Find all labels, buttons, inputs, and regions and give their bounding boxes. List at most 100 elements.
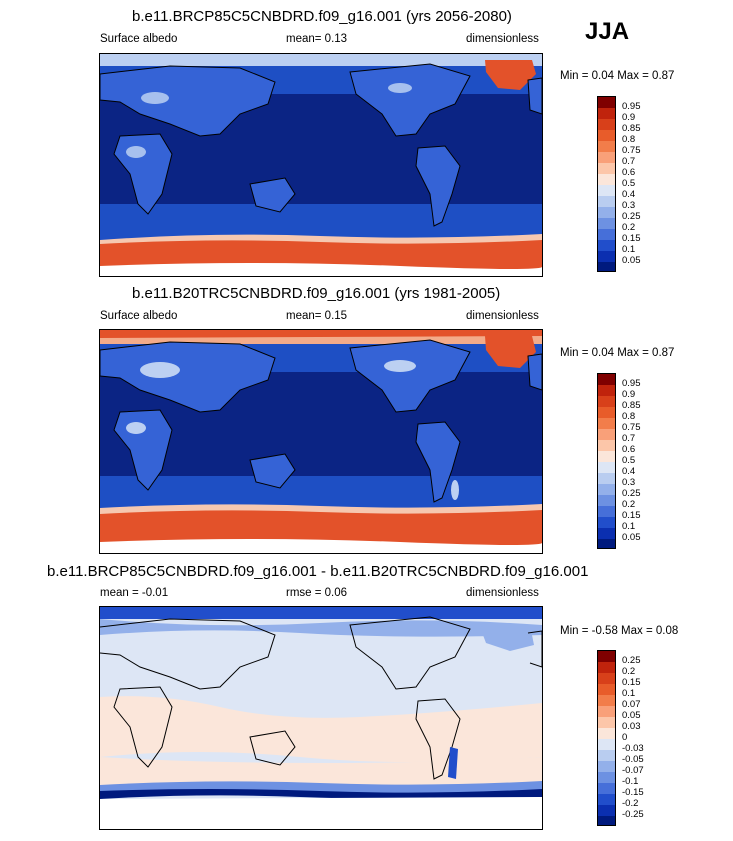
colorbar-tick-label: 0.1 (622, 688, 636, 699)
panel3-colorbar-swatch (598, 684, 615, 695)
colorbar-tick-label: 0.5 (622, 178, 636, 189)
colorbar-tick-label: 0.4 (622, 189, 636, 200)
panel2-colorbar-swatch (598, 385, 615, 396)
panel2-colorbar-swatch (598, 462, 615, 473)
panel3-colorbar-swatch (598, 673, 615, 684)
colorbar-tick-label: 0.6 (622, 167, 636, 178)
panel3-map (99, 606, 543, 830)
panel1-minmax-label: Min = 0.04 Max = 0.87 (560, 70, 675, 82)
colorbar-tick-label: 0 (622, 732, 628, 743)
panel3-colorbar-swatch (598, 739, 615, 750)
colorbar-tick-label: 0.8 (622, 134, 636, 145)
panel3-colorbar-swatch (598, 805, 615, 816)
panel2-colorbar-swatch (598, 429, 615, 440)
panel2-colorbar-swatch (598, 528, 615, 539)
panel2-colorbar-swatch (598, 374, 615, 385)
colorbar-tick-label: 0.05 (622, 255, 641, 266)
panel2-colorbar-swatch (598, 517, 615, 528)
panel1-units-label: dimensionless (466, 33, 539, 45)
colorbar-tick-label: 0.15 (622, 677, 641, 688)
colorbar-tick-label: 0.3 (622, 477, 636, 488)
colorbar-tick-label: 0.5 (622, 455, 636, 466)
colorbar-tick-label: 0.85 (622, 400, 641, 411)
colorbar-tick-label: 0.07 (622, 699, 641, 710)
panel3-mean-label: mean = -0.01 (100, 587, 169, 599)
colorbar-tick-label: 0.7 (622, 433, 636, 444)
panel1-colorbar-swatch (598, 229, 615, 240)
colorbar-tick-label: 0.15 (622, 233, 641, 244)
panel2-colorbar-swatch (598, 418, 615, 429)
colorbar-tick-label: 0.25 (622, 488, 641, 499)
panel1-colorbar-swatch (598, 130, 615, 141)
panel2-colorbar-swatch (598, 407, 615, 418)
colorbar-tick-label: -0.25 (622, 809, 644, 820)
panel1-colorbar-swatch (598, 240, 615, 251)
colorbar-tick-label: 0.15 (622, 510, 641, 521)
colorbar-tick-label: 0.8 (622, 411, 636, 422)
panel1-colorbar-swatch (598, 174, 615, 185)
panel3-units-label: dimensionless (466, 587, 539, 599)
colorbar-tick-label: 0.95 (622, 378, 641, 389)
panel1-colorbar-swatch (598, 251, 615, 262)
colorbar-tick-label: 0.4 (622, 466, 636, 477)
panel3-colorbar-swatch (598, 816, 615, 825)
panel3-colorbar (597, 650, 616, 826)
season-label: JJA (585, 18, 630, 45)
panel3-colorbar-swatch (598, 662, 615, 673)
colorbar-tick-label: 0.1 (622, 244, 636, 255)
panel3-colorbar-swatch (598, 750, 615, 761)
panel1-colorbar-swatch (598, 119, 615, 130)
panel2-colorbar-swatch (598, 473, 615, 484)
colorbar-tick-label: -0.1 (622, 776, 639, 787)
colorbar-tick-label: -0.03 (622, 743, 644, 754)
panel2-colorbar (597, 373, 616, 549)
panel3-colorbar-swatch (598, 761, 615, 772)
panel1-map (99, 53, 543, 277)
panel2-title: b.e11.B20TRC5CNBDRD.f09_g16.001 (yrs 198… (132, 285, 501, 302)
colorbar-tick-label: 0.1 (622, 521, 636, 532)
panel3-title: b.e11.BRCP85C5CNBDRD.f09_g16.001 - b.e11… (47, 563, 589, 580)
colorbar-tick-label: 0.9 (622, 112, 636, 123)
colorbar-tick-label: 0.2 (622, 222, 636, 233)
colorbar-tick-label: 0.2 (622, 666, 636, 677)
panel2-map (99, 329, 543, 554)
colorbar-tick-label: 0.85 (622, 123, 641, 134)
colorbar-tick-label: 0.75 (622, 422, 641, 433)
panel1-colorbar (597, 96, 616, 272)
panel2-colorbar-swatch (598, 484, 615, 495)
panel1-colorbar-swatch (598, 218, 615, 229)
panel1-colorbar-swatch (598, 185, 615, 196)
colorbar-tick-label: 0.25 (622, 211, 641, 222)
colorbar-tick-label: 0.25 (622, 655, 641, 666)
panel1-colorbar-swatch (598, 97, 615, 108)
panel3-minmax-label: Min = -0.58 Max = 0.08 (560, 625, 679, 637)
panel1-colorbar-swatch (598, 262, 615, 271)
colorbar-tick-label: 0.2 (622, 499, 636, 510)
colorbar-tick-label: 0.05 (622, 710, 641, 721)
colorbar-tick-label: 0.75 (622, 145, 641, 156)
panel3-colorbar-swatch (598, 783, 615, 794)
panel3-colorbar-swatch (598, 717, 615, 728)
panel2-units-label: dimensionless (466, 310, 539, 322)
panel1-variable-label: Surface albedo (100, 33, 178, 45)
panel3-colorbar-swatch (598, 794, 615, 805)
colorbar-tick-label: 0.05 (622, 532, 641, 543)
panel2-minmax-label: Min = 0.04 Max = 0.87 (560, 347, 675, 359)
panel3-colorbar-swatch (598, 706, 615, 717)
colorbar-tick-label: -0.2 (622, 798, 639, 809)
panel3-colorbar-swatch (598, 772, 615, 783)
panel3-colorbar-swatch (598, 695, 615, 706)
panel1-colorbar-swatch (598, 108, 615, 119)
panel1-colorbar-swatch (598, 152, 615, 163)
panel2-variable-label: Surface albedo (100, 310, 178, 322)
panel1-colorbar-swatch (598, 207, 615, 218)
colorbar-tick-label: 0.03 (622, 721, 641, 732)
panel1-colorbar-swatch (598, 196, 615, 207)
colorbar-tick-label: 0.95 (622, 101, 641, 112)
panel1-mean-label: mean= 0.13 (286, 33, 348, 45)
colorbar-tick-label: 0.9 (622, 389, 636, 400)
colorbar-tick-label: -0.07 (622, 765, 644, 776)
panel1-colorbar-swatch (598, 141, 615, 152)
colorbar-tick-label: 0.3 (622, 200, 636, 211)
panel1-title: b.e11.BRCP85C5CNBDRD.f09_g16.001 (yrs 20… (132, 8, 512, 25)
